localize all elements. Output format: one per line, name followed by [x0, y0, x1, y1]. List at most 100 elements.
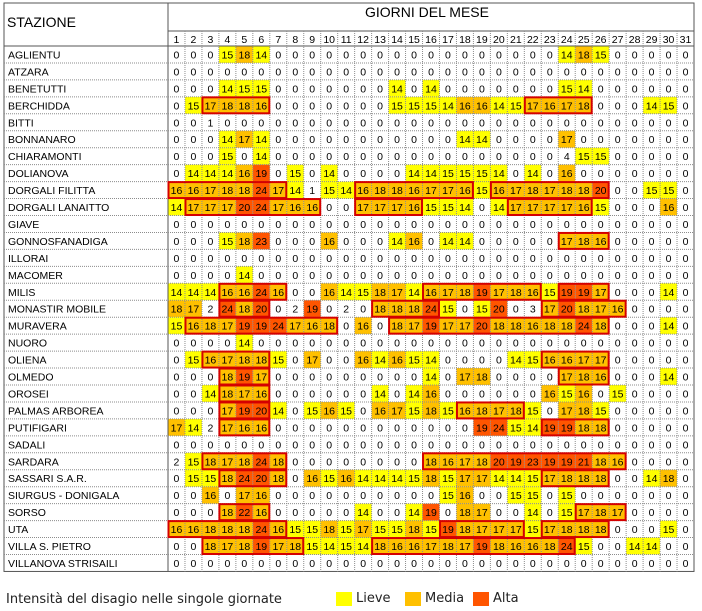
value-cell [609, 452, 627, 470]
cell-value: 15 [476, 185, 488, 197]
cell-value: 0 [496, 117, 502, 129]
value-cell [575, 520, 593, 538]
value-cell [286, 164, 304, 182]
high-run-box [489, 181, 610, 200]
cell-value: 0 [445, 558, 451, 570]
cell-value: 0 [191, 541, 197, 553]
cell-value: 0 [632, 558, 638, 570]
cell-value: 0 [394, 456, 400, 468]
value-cell [592, 147, 610, 165]
value-cell [168, 181, 185, 199]
cell-value: 0 [360, 253, 366, 265]
value-cell [422, 198, 440, 216]
value-cell [388, 232, 406, 250]
cell-value: 16 [544, 388, 556, 400]
cell-value: 17 [476, 524, 488, 536]
cell-value: 0 [275, 304, 281, 316]
cell-value: 0 [343, 507, 349, 519]
value-cell [354, 283, 372, 301]
value-cell [320, 232, 338, 250]
cell-value: 14 [459, 202, 471, 214]
cell-value: 0 [530, 388, 536, 400]
cell-value: 0 [649, 236, 655, 248]
cell-value: 0 [445, 388, 451, 400]
legend-label-alta: Alta [493, 591, 519, 606]
cell-value: 14 [357, 507, 369, 519]
cell-value: 0 [666, 456, 672, 468]
cell-value: 14 [357, 473, 369, 485]
cell-value: 17 [391, 202, 403, 214]
value-cell [422, 537, 440, 555]
value-cell [422, 368, 440, 385]
cell-value: 0 [615, 83, 621, 95]
cell-value: 14 [391, 83, 403, 95]
value-cell [337, 181, 355, 199]
cell-value: 16 [188, 185, 200, 197]
cell-value: 0 [360, 117, 366, 129]
cell-value: 15 [205, 473, 217, 485]
cell-value: 0 [666, 168, 672, 180]
cell-value: 17 [205, 185, 217, 197]
value-cell [524, 486, 542, 504]
cell-value: 15 [646, 185, 658, 197]
cell-value: 15 [408, 473, 420, 485]
value-cell [388, 79, 406, 97]
cell-value: 0 [683, 422, 689, 434]
cell-value: 0 [292, 83, 298, 95]
cell-value: 14 [663, 287, 675, 299]
cell-value: 18 [222, 507, 234, 519]
cell-value: 14 [510, 355, 522, 367]
cell-value: 0 [411, 49, 417, 61]
cell-value: 14 [646, 473, 658, 485]
value-cell [558, 130, 576, 148]
cell-value: 18 [476, 372, 488, 384]
value-cell [320, 181, 338, 199]
cell-value: 18 [578, 100, 590, 112]
cell-value: 16 [289, 202, 301, 214]
cell-value: 17 [239, 388, 251, 400]
value-cell [558, 385, 576, 402]
value-cell [218, 452, 236, 470]
cell-value: 0 [683, 287, 689, 299]
cell-value: 0 [547, 134, 553, 146]
cell-value: 19 [306, 304, 318, 316]
value-cell [286, 520, 304, 538]
value-cell [320, 283, 338, 301]
cell-value: 17 [272, 541, 284, 553]
cell-value: 0 [191, 83, 197, 95]
cell-value: 2 [207, 304, 213, 316]
value-cell [168, 418, 185, 436]
cell-value: 14 [408, 287, 420, 299]
cell-value: 0 [326, 456, 332, 468]
cell-value: 0 [649, 151, 655, 163]
cell-value: 0 [258, 439, 264, 451]
value-cell [218, 418, 236, 436]
cell-value: 18 [510, 405, 522, 417]
high-run-box [184, 316, 339, 335]
high-run-box [371, 299, 440, 318]
cell-value: 0 [326, 422, 332, 434]
cell-value: 15 [595, 49, 607, 61]
value-cell [439, 181, 457, 199]
value-cell [252, 198, 270, 216]
cell-value: 0 [309, 100, 315, 112]
cell-value: 0 [547, 151, 553, 163]
cell-value: 16 [188, 524, 200, 536]
cell-value: 0 [394, 219, 400, 231]
cell-value: 0 [632, 507, 638, 519]
cell-fills [168, 46, 678, 555]
value-cell [405, 385, 423, 402]
value-cell [218, 283, 236, 301]
cell-value: 16 [561, 168, 573, 180]
cell-value: 0 [411, 338, 417, 350]
cell-value: 17 [595, 355, 607, 367]
cell-value: 16 [527, 541, 539, 553]
cell-value: 0 [258, 253, 264, 265]
cell-value: 0 [649, 287, 655, 299]
cell-value: 16 [612, 456, 624, 468]
cell-value: 18 [578, 422, 590, 434]
value-cell [303, 198, 321, 216]
cell-value: 0 [309, 287, 315, 299]
cell-value: 16 [612, 304, 624, 316]
cell-value: 0 [683, 355, 689, 367]
